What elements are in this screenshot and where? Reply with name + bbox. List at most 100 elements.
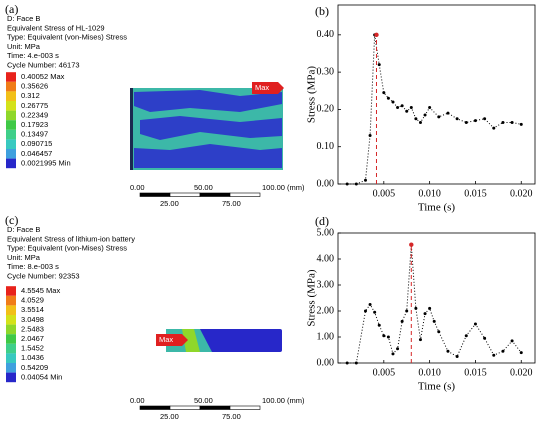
legend-swatch xyxy=(6,372,16,383)
contour-region xyxy=(134,90,282,112)
data-point xyxy=(396,106,400,110)
legend-swatch xyxy=(6,81,16,92)
x-tick-label: 0.010 xyxy=(418,188,441,199)
data-point xyxy=(377,323,381,327)
scale-label: 100.00 (mm) xyxy=(262,396,305,405)
legend-swatch xyxy=(6,72,16,82)
scale-bar xyxy=(199,192,231,197)
scale-bar xyxy=(139,405,171,410)
legend-swatch xyxy=(6,91,16,101)
charts: (b) 0.00 0.10 0.20 0.30 0.40 0.005 0.010 0.015 0.… xyxy=(306,4,536,393)
data-point xyxy=(382,334,386,338)
data-point xyxy=(386,96,390,100)
data-point xyxy=(483,336,487,340)
data-point xyxy=(405,309,409,313)
legend-label: 0.0021995 Min xyxy=(21,158,71,167)
legend-swatch xyxy=(6,324,16,335)
scale-label: 0.00 xyxy=(130,396,145,405)
data-point xyxy=(492,126,496,130)
data-point xyxy=(354,182,358,186)
x-tick-label: 0.020 xyxy=(510,188,533,199)
info-line: D: Face B xyxy=(7,225,40,234)
legend-swatch xyxy=(6,110,16,121)
scale-label: 50.00 xyxy=(194,183,213,192)
legend-label: 0.04054 Min xyxy=(21,372,62,381)
data-point xyxy=(418,120,422,124)
data-point xyxy=(400,104,404,108)
legend-swatch xyxy=(6,120,16,130)
legend-label: 2.5483 xyxy=(21,324,44,333)
legend-label: 4.5545 Max xyxy=(21,286,60,295)
data-point xyxy=(437,330,441,334)
legend-label: 1.5452 xyxy=(21,344,44,353)
scale-bar xyxy=(169,192,201,197)
data-point xyxy=(428,306,432,310)
info-line: Type: Equivalent (von-Mises) Stress xyxy=(7,244,127,253)
scale-label: 25.00 xyxy=(160,412,179,421)
data-point xyxy=(519,122,523,126)
y-tick-label: 2.00 xyxy=(317,305,335,316)
legend-swatch xyxy=(6,353,16,363)
peak-point xyxy=(374,32,379,38)
data-point xyxy=(423,312,427,316)
data-point xyxy=(386,335,390,339)
legend-label: 0.40052 Max xyxy=(21,72,65,81)
info-line: Unit: MPa xyxy=(7,253,41,262)
data-point xyxy=(363,178,367,182)
info-line: Equivalent Stress of lithium-ion battery xyxy=(7,234,135,243)
scale-label: 0.00 xyxy=(130,183,145,192)
legend-label: 3.5514 xyxy=(21,305,44,314)
x-axis-label: Time (s) xyxy=(418,202,456,214)
legend-swatch xyxy=(6,334,16,344)
data-line xyxy=(347,244,522,364)
data-point xyxy=(473,119,477,123)
scale-label: 50.00 xyxy=(194,396,213,405)
x-tick-label: 0.015 xyxy=(464,367,487,378)
y-tick-label: 0.10 xyxy=(317,141,335,152)
scale-label: 75.00 xyxy=(222,199,241,208)
x-tick-label: 0.010 xyxy=(418,367,441,378)
data-point xyxy=(473,322,477,326)
contour-region xyxy=(134,144,282,168)
data-point xyxy=(437,115,441,119)
legend-swatch xyxy=(6,295,16,306)
panel-label: (c) xyxy=(5,213,18,227)
legend-label: 0.13497 xyxy=(21,130,48,139)
legend-swatch xyxy=(6,286,16,296)
x-tick-label: 0.020 xyxy=(510,367,533,378)
data-point xyxy=(492,353,496,357)
legend-swatch xyxy=(6,129,16,140)
data-point xyxy=(464,120,468,124)
legend-swatch xyxy=(6,139,16,149)
info-line: Cycle Number: 92353 xyxy=(7,271,80,280)
data-point xyxy=(501,349,505,353)
panel-label: (b) xyxy=(315,4,329,18)
data-point xyxy=(446,349,450,353)
legend-swatch xyxy=(6,315,16,325)
data-point xyxy=(400,319,404,323)
data-point xyxy=(405,109,409,113)
info-line: Cycle Number: 46173 xyxy=(7,60,80,69)
scale-bar xyxy=(229,192,261,197)
data-point xyxy=(391,100,395,104)
legend-label: 4.0529 xyxy=(21,296,44,305)
scale-label: 25.00 xyxy=(160,199,179,208)
y-tick-label: 0.40 xyxy=(317,29,335,40)
scale-label: 100.00 (mm) xyxy=(262,183,305,192)
plot-frame xyxy=(337,232,536,364)
panel-label: (d) xyxy=(315,214,329,228)
legend-label: 0.22349 xyxy=(21,110,48,119)
y-tick-label: 0.00 xyxy=(317,178,335,189)
data-line xyxy=(347,34,522,185)
scale-bar xyxy=(199,405,231,410)
panel-label: (a) xyxy=(5,2,18,16)
max-tag xyxy=(156,334,188,346)
data-point xyxy=(396,347,400,351)
data-point xyxy=(418,338,422,342)
max-tag xyxy=(252,82,284,94)
legend-label: 1.0436 xyxy=(21,353,44,362)
data-point xyxy=(354,361,358,365)
legend-label: 0.312 xyxy=(21,91,40,100)
x-tick-label: 0.005 xyxy=(373,367,396,378)
legend-label: 0.26775 xyxy=(21,101,48,110)
